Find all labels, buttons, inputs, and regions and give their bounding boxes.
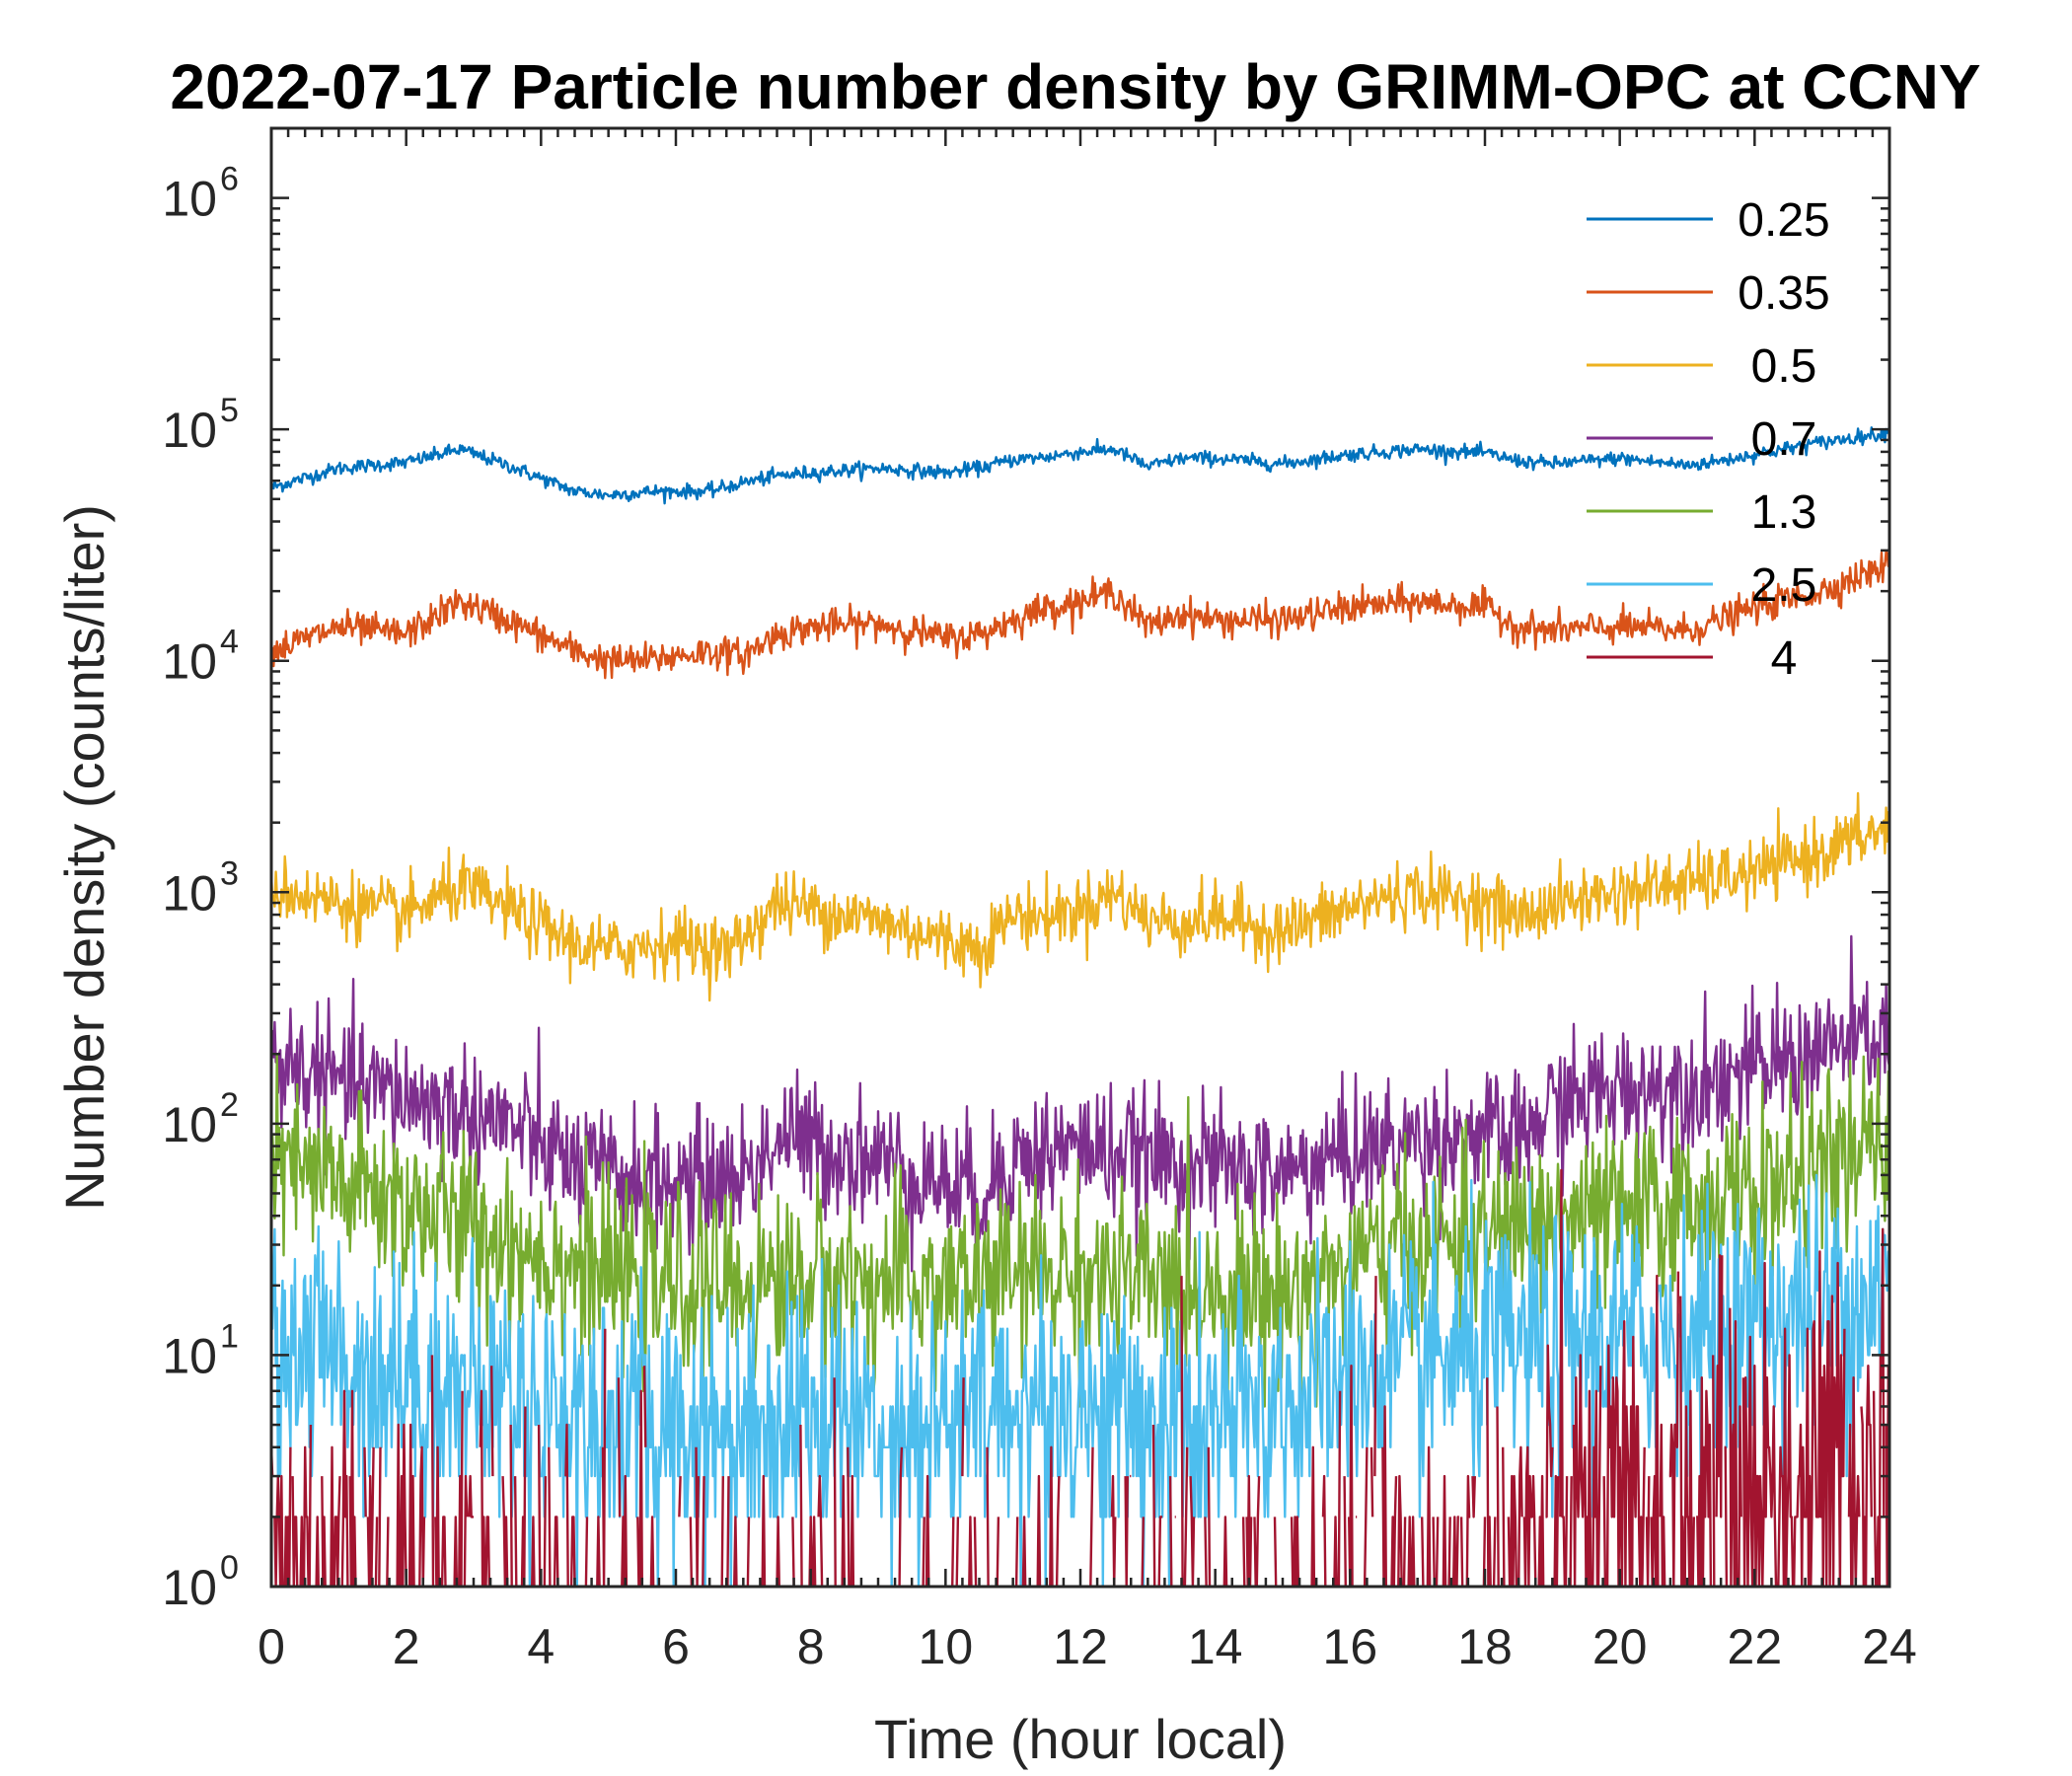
y-tick-label: 10: [162, 1560, 217, 1615]
legend-label: 1.3: [1751, 486, 1817, 539]
y-tick-label-exponent: 2: [220, 1086, 239, 1124]
legend-label: 0.7: [1751, 413, 1817, 466]
y-tick-label: 10: [162, 172, 217, 227]
y-axis-label: Number density (counts/liter): [53, 504, 115, 1211]
y-tick-label: 10: [162, 634, 217, 690]
legend-label: 2.5: [1751, 559, 1817, 612]
series-line-0.35: [269, 550, 1891, 680]
y-tick-label-exponent: 0: [220, 1549, 239, 1587]
series-line-0.5: [269, 791, 1891, 1002]
x-tick-label: 8: [797, 1619, 825, 1674]
legend-item: 0.5: [1587, 340, 1816, 393]
x-tick-label: 16: [1323, 1619, 1378, 1674]
series-line-0.25: [269, 426, 1891, 505]
legend-label: 0.35: [1738, 267, 1829, 320]
legend-item: 4: [1587, 632, 1797, 685]
legend-label: 0.25: [1738, 194, 1829, 247]
y-tick-label: 10: [162, 403, 217, 458]
x-tick-label: 12: [1053, 1619, 1108, 1674]
series-0.7: [269, 934, 1891, 1273]
x-tick-label: 4: [527, 1619, 555, 1674]
y-tick-label-exponent: 4: [220, 624, 239, 661]
series-line-1.3: [270, 1054, 1891, 1408]
series-line-0.7: [269, 934, 1891, 1273]
legend-label: 4: [1771, 632, 1798, 685]
legend-item: 0.7: [1587, 413, 1816, 466]
x-tick-label: 24: [1862, 1619, 1917, 1674]
series-1.3: [270, 1054, 1891, 1408]
x-tick-label: 0: [258, 1619, 285, 1674]
legend: 0.25 0.35 0.5 0.7 1.3 2.5 4: [1587, 194, 1830, 685]
y-tick-label-exponent: 5: [220, 392, 239, 429]
legend-item: 2.5: [1587, 559, 1816, 612]
y-tick-label: 10: [162, 1097, 217, 1152]
x-tick-label: 20: [1592, 1619, 1648, 1674]
series-layer: [269, 426, 1891, 1589]
y-tick-label-exponent: 3: [220, 854, 239, 892]
x-tick-label: 2: [393, 1619, 420, 1674]
plot-frame: [269, 126, 1891, 1589]
chart-title: 2022-07-17 Particle number density by GR…: [170, 51, 1980, 122]
y-tick-label-exponent: 6: [220, 161, 239, 198]
x-tick-label: 6: [662, 1619, 690, 1674]
series-0.25: [269, 426, 1891, 505]
series-0.5: [269, 791, 1891, 1002]
series-0.35: [269, 550, 1891, 680]
legend-label: 0.5: [1751, 340, 1817, 393]
x-tick-label: 18: [1457, 1619, 1513, 1674]
y-tick-label: 10: [162, 1328, 217, 1383]
x-axis-label: Time (hour local): [874, 1708, 1287, 1770]
series-line-2.5: [269, 1173, 1891, 1589]
x-tick-label: 14: [1188, 1619, 1243, 1674]
legend-item: 0.25: [1587, 194, 1830, 247]
legend-item: 1.3: [1587, 486, 1816, 539]
y-tick-label-exponent: 1: [220, 1317, 239, 1355]
y-tick-label: 10: [162, 865, 217, 921]
legend-item: 0.35: [1587, 267, 1830, 320]
x-tick-label: 22: [1728, 1619, 1783, 1674]
x-tick-label: 10: [919, 1619, 974, 1674]
series-2.5: [269, 1173, 1891, 1589]
